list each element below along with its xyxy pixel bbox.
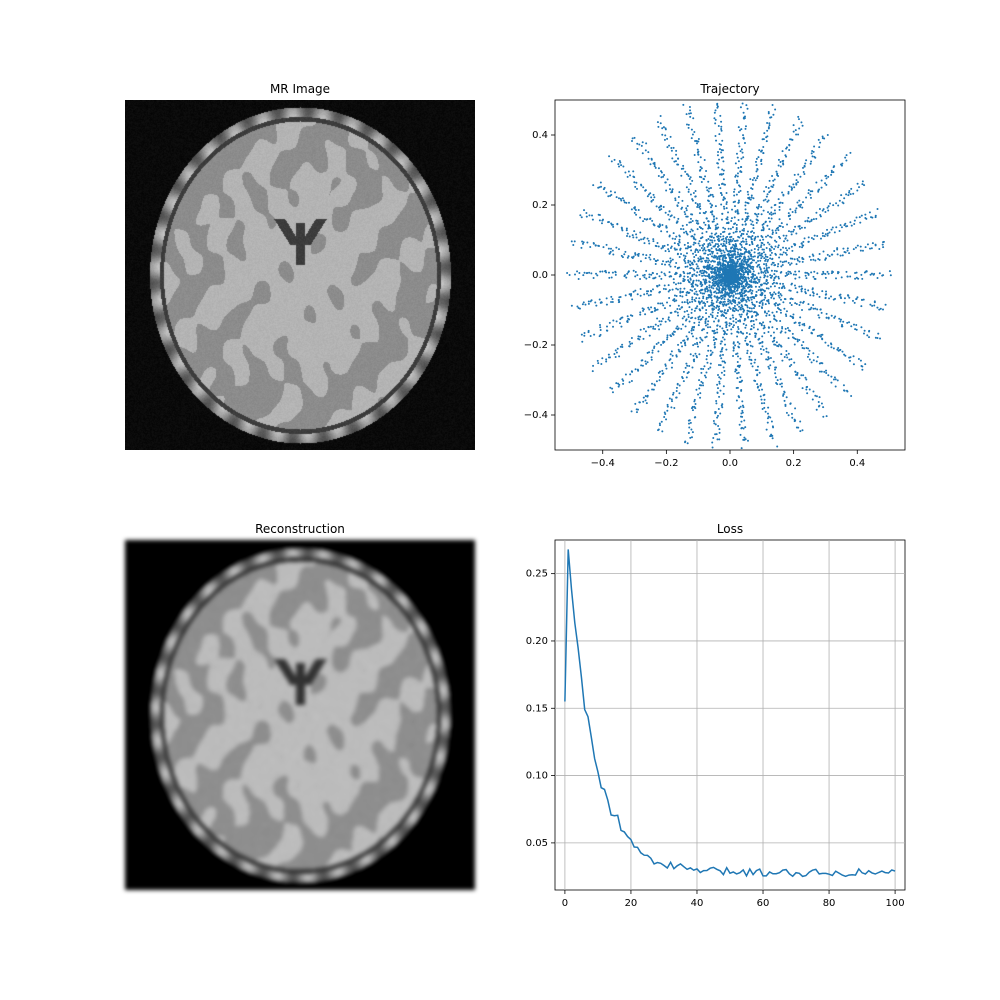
mr-image [125,100,475,450]
svg-text:20: 20 [625,898,638,909]
svg-text:−0.2: −0.2 [524,340,548,351]
figure: MR Image Trajectory Reconstruction Loss −0.4… [0,0,1000,1000]
axes: 0 20 40 60 80 100 0.05 0.10 0.15 0.20 0.25 [505,535,935,925]
svg-text:0.0: 0.0 [722,458,738,469]
tl-title: MR Image [125,82,475,96]
svg-text:60: 60 [757,898,770,909]
svg-text:0.0: 0.0 [532,270,548,281]
svg-text:40: 40 [691,898,704,909]
bl-title: Reconstruction [125,522,475,536]
loss-line [565,549,895,876]
svg-text:0.2: 0.2 [786,458,802,469]
svg-text:0.25: 0.25 [526,569,548,580]
axes: −0.4 −0.2 0.0 0.2 0.4 −0.4 −0.2 0.0 0.2 0.4 [505,95,935,485]
svg-text:0.05: 0.05 [526,838,548,849]
svg-text:80: 80 [823,898,836,909]
svg-text:0.4: 0.4 [849,458,865,469]
svg-text:−0.4: −0.4 [591,458,615,469]
svg-text:0.2: 0.2 [532,200,548,211]
svg-text:0.4: 0.4 [532,130,548,141]
br-title: Loss [555,522,905,536]
svg-text:−0.2: −0.2 [654,458,678,469]
tr-title: Trajectory [555,82,905,96]
svg-text:0: 0 [562,898,568,909]
svg-text:0.20: 0.20 [526,636,548,647]
svg-text:0.10: 0.10 [526,771,548,782]
svg-text:100: 100 [886,898,905,909]
svg-text:−0.4: −0.4 [524,410,548,421]
reconstruction-image [125,540,475,890]
trajectory-scatter [566,103,892,450]
svg-text:0.15: 0.15 [526,703,548,714]
